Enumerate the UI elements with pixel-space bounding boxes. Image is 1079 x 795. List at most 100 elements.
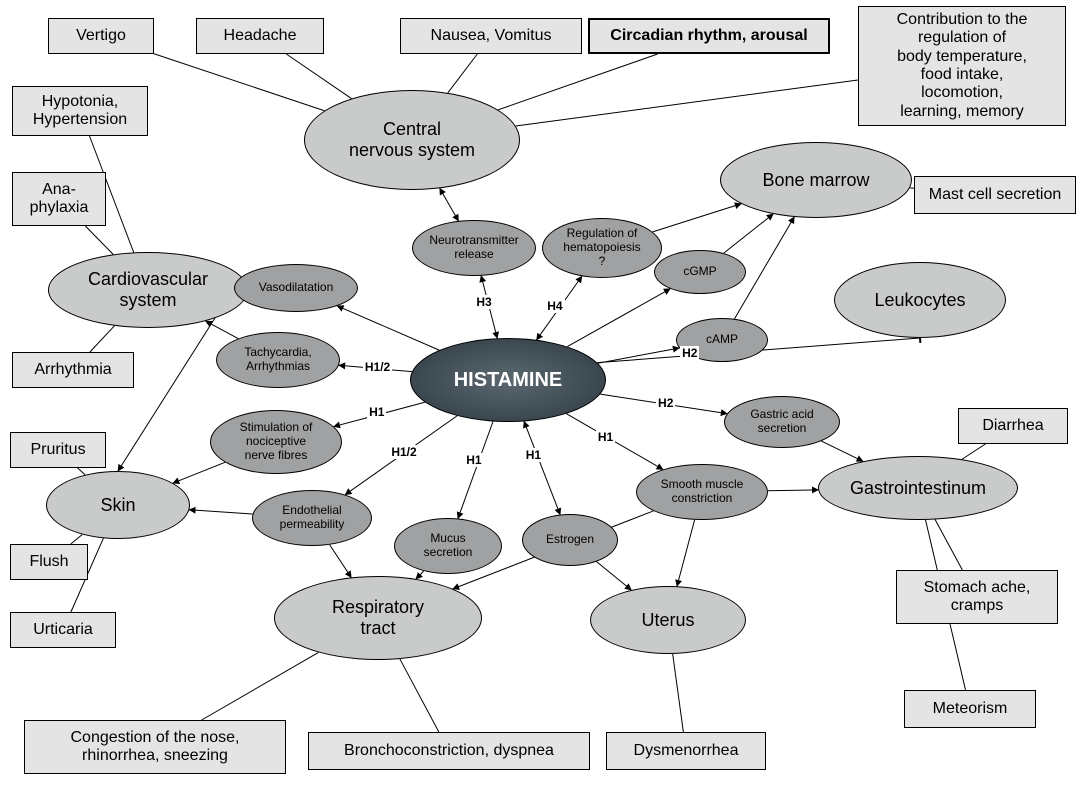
edge-label: H1 — [464, 453, 483, 467]
edge-cns-headache — [286, 54, 351, 99]
node-circadian: Circadian rhythm, arousal — [588, 18, 830, 54]
edge-histamine-camp — [598, 348, 679, 363]
edge-label: H1 — [596, 430, 615, 444]
node-smooth: Smooth muscle constriction — [636, 464, 768, 520]
node-label: Central nervous system — [343, 117, 481, 162]
node-ana: Ana- phylaxia — [12, 172, 106, 226]
edge-gi-diarr — [962, 444, 985, 459]
node-resp: Respiratory tract — [274, 576, 482, 660]
node-cgmp: cGMP — [654, 250, 746, 294]
node-cns: Central nervous system — [304, 90, 520, 190]
edge-histamine-estro — [524, 421, 560, 514]
node-tachy: Tachycardia, Arrhythmias — [216, 332, 340, 388]
edge-resp-broncho — [400, 659, 439, 732]
node-mast: Mast cell secretion — [914, 176, 1076, 214]
node-skin: Skin — [46, 471, 190, 539]
edge-cardio-arrhy — [90, 326, 115, 352]
node-label: Vasodilatation — [253, 279, 340, 297]
node-label: Meteorism — [927, 698, 1014, 720]
node-label: Mucus secretion — [418, 530, 479, 562]
node-label: cGMP — [677, 263, 722, 281]
node-contrib: Contribution to the regulation of body t… — [858, 6, 1066, 126]
node-arrhy: Arrhythmia — [12, 352, 134, 388]
edge-gastric-gi — [821, 441, 863, 461]
node-label: Mast cell secretion — [923, 184, 1068, 206]
node-gi: Gastrointestinum — [818, 456, 1018, 520]
node-label: Vertigo — [70, 25, 132, 47]
edge-neuro-cns — [440, 188, 459, 221]
node-label: Urticaria — [27, 619, 99, 641]
node-neuro: Neurotransmitter release — [412, 220, 536, 276]
node-label: Gastric acid secretion — [744, 406, 819, 438]
node-label: Congestion of the nose, rhinorrhea, snee… — [64, 727, 245, 768]
node-label: Hypotonia, Hypertension — [27, 91, 133, 132]
node-label: Headache — [218, 25, 303, 47]
edge-uterus-dysmen — [673, 654, 684, 732]
node-label: Skin — [94, 493, 141, 518]
node-stomach: Stomach ache, cramps — [896, 570, 1058, 624]
edge-cardio-ana — [85, 226, 113, 254]
node-label: Respiratory tract — [326, 595, 430, 640]
node-label: Uterus — [635, 608, 700, 633]
node-label: Stimulation of nociceptive nerve fibres — [234, 419, 319, 464]
node-label: Cardiovascular system — [82, 267, 214, 312]
node-label: Ana- phylaxia — [24, 179, 95, 220]
edge-endo-skin — [189, 510, 252, 514]
diagram-stage: { "canvas": { "width": 1079, "height": 7… — [0, 0, 1079, 795]
edge-smooth-gi — [768, 490, 818, 491]
node-label: Smooth muscle constriction — [655, 476, 750, 508]
edge-resp-congest — [202, 652, 319, 720]
node-dysmen: Dysmenorrhea — [606, 732, 766, 770]
node-label: Gastrointestinum — [844, 476, 992, 501]
node-label: Regulation of hematopoiesis ? — [557, 225, 646, 270]
node-histamine: HISTAMINE — [410, 338, 606, 422]
edge-label: H4 — [545, 299, 564, 313]
node-label: Stomach ache, cramps — [918, 577, 1037, 618]
edge-label: H1 — [367, 405, 386, 419]
edge-skin-flush — [71, 535, 82, 544]
node-label: Leukocytes — [868, 288, 971, 313]
node-diarr: Diarrhea — [958, 408, 1068, 444]
edge-cgmp-bone — [724, 214, 773, 253]
node-endo: Endothelial permeability — [252, 490, 372, 546]
node-headache: Headache — [196, 18, 324, 54]
node-hypo: Hypotonia, Hypertension — [12, 86, 148, 136]
node-bone: Bone marrow — [720, 142, 912, 218]
node-label: Arrhythmia — [28, 359, 117, 381]
edge-cns-vertigo — [154, 54, 324, 111]
edge-gi-stomach — [935, 520, 962, 570]
node-prur: Pruritus — [10, 432, 106, 468]
node-label: Diarrhea — [976, 415, 1049, 437]
node-label: Bronchoconstriction, dyspnea — [338, 740, 560, 762]
edge-mucus-resp — [416, 571, 424, 579]
edge-hemato-bone — [653, 204, 741, 232]
node-label: Neurotransmitter release — [423, 232, 524, 264]
edge-histamine-vasod — [337, 306, 439, 350]
node-noci: Stimulation of nociceptive nerve fibres — [210, 410, 342, 474]
node-urtic: Urticaria — [10, 612, 116, 648]
node-cardio: Cardiovascular system — [48, 252, 248, 328]
edge-tachy-cardio — [206, 321, 238, 338]
edge-smooth-uterus — [677, 520, 695, 586]
node-label: Estrogen — [540, 531, 600, 549]
edge-histamine-mucus — [458, 422, 493, 519]
node-label: Flush — [23, 551, 74, 573]
node-label: Tachycardia, Arrhythmias — [238, 344, 317, 376]
node-gastric: Gastric acid secretion — [724, 396, 840, 448]
edge-skin-prur — [78, 468, 85, 475]
node-congest: Congestion of the nose, rhinorrhea, snee… — [24, 720, 286, 774]
edge-noci-skin — [173, 462, 225, 483]
edge-cns-contrib — [516, 80, 858, 126]
edge-label: H1/2 — [389, 445, 418, 459]
node-flush: Flush — [10, 544, 88, 580]
node-label: Endothelial permeability — [274, 502, 351, 534]
node-hemato: Regulation of hematopoiesis ? — [542, 218, 662, 278]
node-leuk: Leukocytes — [834, 262, 1006, 338]
node-estro: Estrogen — [522, 514, 618, 566]
edge-cns-circadian — [498, 54, 657, 110]
edge-label: H3 — [474, 295, 493, 309]
node-label: HISTAMINE — [448, 367, 569, 394]
edge-label: H2 — [656, 396, 675, 410]
node-nausea: Nausea, Vomitus — [400, 18, 582, 54]
node-label: Pruritus — [24, 439, 91, 461]
